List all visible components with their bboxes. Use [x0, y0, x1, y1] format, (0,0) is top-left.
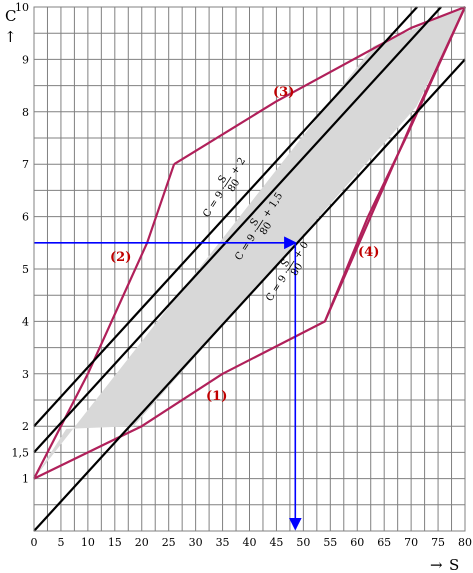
parallel-line-2 [33, 6, 442, 454]
eq1-suffix: + 2 [229, 156, 248, 177]
x-tick-label: 35 [216, 536, 230, 549]
eq3-num: S [279, 257, 292, 269]
parallel-line-1 [33, 6, 418, 427]
parallel-lines [33, 6, 466, 532]
x-tick-label: 80 [458, 536, 472, 549]
grid [33, 6, 466, 532]
curve-4-label: (4) [358, 245, 379, 260]
x-tick-label: 25 [162, 536, 176, 549]
eq1-prefix: C = 9 · [201, 184, 229, 219]
y-tick-label: 2 [22, 420, 29, 433]
y-tick-label: 3 [22, 368, 29, 381]
x-tick-label: 60 [350, 536, 364, 549]
x-axis-title: S [449, 556, 459, 573]
reading-lines [34, 236, 302, 531]
y-tick-label: 10 [15, 1, 29, 14]
curve-3-label: (3) [273, 85, 294, 100]
eq2-num: S [248, 216, 261, 228]
x-axis-arrow: → [430, 556, 443, 573]
x-tick-label: 20 [135, 536, 149, 549]
x-tick-label: 15 [108, 536, 122, 549]
y-tick-label: 8 [22, 106, 29, 119]
plot-frame [33, 6, 466, 532]
x-tick-label: 10 [81, 536, 95, 549]
tick-labels: 0 5 10 15 20 25 30 35 40 45 50 55 60 65 70 75 8011,52345… [12, 1, 473, 549]
boundary-curve-3 [173, 5, 466, 166]
x-tick-label: 5 [57, 536, 64, 549]
x-tick-label: 70 [404, 536, 418, 549]
y-tick-label: 4 [22, 315, 29, 328]
y-tick-label: 5 [22, 263, 29, 276]
eq1-num: S [216, 173, 229, 185]
boundary-curve-4 [323, 6, 467, 322]
curve-2-label: (2) [110, 250, 131, 265]
y-axis-title: C [5, 7, 16, 25]
x-tick-label: 50 [296, 536, 310, 549]
y-tick-label: 1,5 [12, 446, 30, 459]
x-tick-label: 30 [189, 536, 203, 549]
y-tick-label: 1 [22, 473, 29, 486]
y-tick-label: 6 [22, 211, 29, 224]
x-tick-label: 0 [31, 536, 38, 549]
x-tick-label: 45 [269, 536, 283, 549]
curve-1-label: (1) [206, 389, 227, 404]
y-tick-label: 9 [22, 53, 29, 66]
boundary-curves [33, 5, 467, 480]
parallel-line-3 [33, 58, 466, 532]
x-tick-label: 65 [377, 536, 391, 549]
y-tick-label: 7 [22, 158, 29, 171]
x-tick-label: 55 [323, 536, 337, 549]
boundary-curve-2 [33, 163, 176, 480]
x-tick-label: 75 [431, 536, 445, 549]
x-tick-label: 40 [243, 536, 257, 549]
y-axis-arrow: ↑ [4, 28, 17, 46]
